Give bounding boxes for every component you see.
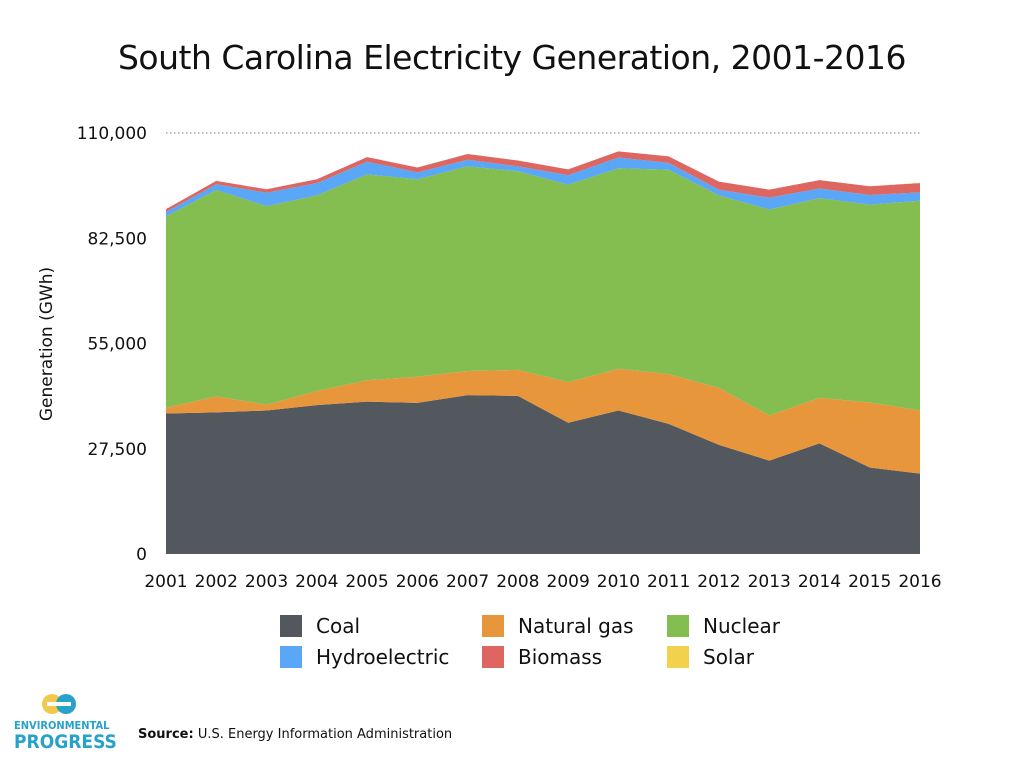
area-hydroelectric	[166, 157, 920, 217]
chart-title: South Carolina Electricity Generation, 2…	[117, 38, 907, 77]
x-tick-label: 2010	[597, 572, 640, 592]
legend-item-natural-gas: Natural gas	[482, 612, 634, 640]
legend-item-nuclear: Nuclear	[667, 612, 780, 640]
logo-text-line2: PROGRESS	[14, 731, 117, 753]
y-tick-label: 110,000	[77, 124, 147, 144]
legend-label: Hydroelectric	[316, 645, 450, 669]
area-biomass	[166, 151, 920, 212]
legend-swatch	[280, 615, 302, 637]
x-tick-label: 2016	[898, 572, 941, 592]
x-tick-label: 2003	[245, 572, 288, 592]
source-text: U.S. Energy Information Administration	[197, 727, 453, 742]
legend-label: Biomass	[518, 645, 603, 669]
x-tick-label: 2002	[195, 572, 238, 592]
legend-label: Solar	[703, 645, 754, 669]
source-label: Source:	[138, 727, 194, 742]
environmental-progress-logo: ENVIRONMENTAL PROGRESS	[14, 692, 117, 753]
x-tick-label: 2005	[345, 572, 388, 592]
y-tick-label: 27,500	[88, 440, 147, 460]
area-natural-gas	[166, 368, 920, 474]
y-tick-label: 55,000	[88, 335, 147, 355]
area-coal	[166, 395, 920, 554]
x-tick-label: 2011	[647, 572, 690, 592]
ep-logo-icon	[42, 694, 76, 714]
legend-swatch	[667, 615, 689, 637]
x-tick-label: 2006	[396, 572, 439, 592]
legend-label: Natural gas	[518, 614, 634, 638]
x-tick-label: 2013	[748, 572, 791, 592]
x-axis-ticks: 2001 2002 2003 2004 2005 2006 2007 2008 2009 2010…	[144, 572, 941, 592]
legend-item-hydroelectric: Hydroelectric	[280, 643, 449, 671]
legend-item-coal: Coal	[280, 612, 360, 640]
y-axis-ticks: 0 27,500 55,000 82,500 110,000	[77, 124, 147, 565]
legend-swatch	[667, 646, 689, 668]
legend-item-solar: Solar	[667, 643, 754, 671]
y-axis-title: Generation (GWh)	[37, 267, 57, 421]
legend-swatch	[482, 615, 504, 637]
x-tick-label: 2007	[446, 572, 489, 592]
legend-item-biomass: Biomass	[482, 643, 602, 671]
x-tick-label: 2014	[798, 572, 841, 592]
x-tick-label: 2015	[848, 572, 891, 592]
x-tick-label: 2004	[295, 572, 338, 592]
x-tick-label: 2012	[697, 572, 740, 592]
logo-text-line1: ENVIRONMENTAL	[14, 719, 110, 732]
x-tick-label: 2008	[496, 572, 539, 592]
legend-swatch	[280, 646, 302, 668]
area-layers	[166, 132, 920, 554]
x-tick-label: 2001	[144, 572, 187, 592]
area-nuclear	[166, 166, 920, 416]
x-tick-label: 2009	[547, 572, 590, 592]
legend-label: Nuclear	[703, 614, 780, 638]
legend-swatch	[482, 646, 504, 668]
legend-label: Coal	[316, 614, 361, 638]
y-tick-label: 0	[136, 545, 147, 565]
y-tick-label: 82,500	[88, 229, 147, 249]
source-note: Source: U.S. Energy Information Administ…	[138, 727, 452, 742]
